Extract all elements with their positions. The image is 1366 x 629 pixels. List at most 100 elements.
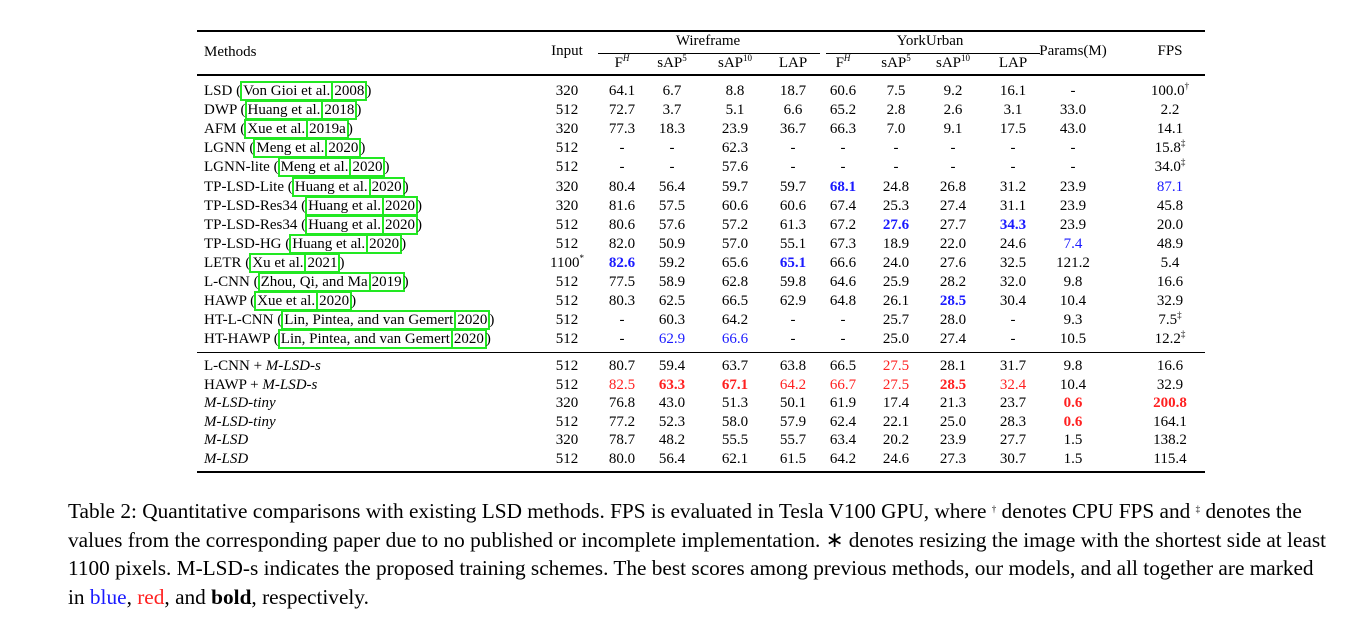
citation-author-link[interactable]: Lin, Pintea, and van Gemert: [277, 329, 453, 350]
citation-year-link[interactable]: 2020: [325, 138, 362, 159]
cell-value: 63.3: [658, 376, 686, 393]
table-cell: 14.1: [1157, 120, 1183, 138]
citation-year-link[interactable]: 2019a: [306, 119, 349, 140]
table-cell: 48.2: [659, 431, 685, 449]
table-cell: 23.9: [1060, 216, 1086, 234]
cell-value: 320: [555, 197, 579, 214]
method-name: HAWP (Xue et al. 2020): [204, 291, 357, 312]
cell-value: 2.2: [1160, 102, 1180, 119]
citation-year-link[interactable]: 2020: [450, 329, 487, 350]
citation-year-link[interactable]: 2020: [349, 157, 386, 178]
table-cell: 27.6: [883, 216, 909, 234]
cell-value: 9.3: [1063, 312, 1083, 329]
citation-year-link[interactable]: 2020: [316, 291, 353, 312]
subheader-sap: sAP10: [936, 54, 970, 72]
table-cell: 32.9: [1157, 376, 1183, 394]
table-cell: 22.1: [883, 413, 909, 431]
cell-value: 57.2: [721, 216, 749, 233]
table-cell: 65.6: [722, 254, 748, 272]
citation-year-link[interactable]: 2008: [331, 81, 368, 101]
cell-value: 32.0: [999, 274, 1027, 290]
cell-value: 68.1: [829, 178, 857, 195]
table-cell: 23.9: [940, 431, 966, 449]
cell-value: 80.0: [608, 451, 636, 467]
cell-value: -: [1070, 140, 1076, 157]
citation-year-link[interactable]: 2020: [366, 233, 403, 254]
table-cell: 34.0‡: [1155, 158, 1186, 176]
cell-value: 23.9: [1059, 178, 1087, 195]
citation-year-link[interactable]: 2018: [321, 100, 358, 121]
cell-value: 61.5: [779, 451, 807, 467]
cell-value: 28.5: [939, 376, 967, 393]
subheader-lap: LAP: [779, 55, 807, 72]
citation-author-link[interactable]: Huang et al.: [289, 233, 369, 254]
citation-year-link[interactable]: 2020: [368, 176, 405, 197]
citation-author-link[interactable]: Huang et al.: [305, 214, 384, 235]
cell-value: 34.0: [1154, 159, 1181, 176]
table-cell: 16.6: [1157, 357, 1183, 375]
citation-year-link[interactable]: 2020: [381, 214, 418, 235]
caption-text: denotes the values from the correspondin…: [68, 499, 1327, 609]
citation-year-link[interactable]: 2020: [454, 310, 491, 331]
cell-value: 7.0: [886, 121, 906, 138]
table-cell: 15.8‡: [1155, 139, 1186, 157]
citation-author-link[interactable]: Zhou, Qi, and Ma: [257, 272, 371, 292]
citation-author-link[interactable]: Xue et al.: [244, 119, 309, 140]
citation-author-link[interactable]: Huang et al.: [291, 176, 371, 197]
table-cell: 60.3: [659, 311, 685, 329]
cell-value: -: [1010, 140, 1016, 157]
cell-value: 66.5: [829, 358, 857, 374]
table-cell: 62.4: [830, 413, 856, 431]
citation-author-link[interactable]: Lin, Pintea, and van Gemert: [281, 310, 457, 331]
method-name: LETR (Xu et al. 2021): [204, 252, 345, 273]
citation-author-link[interactable]: Xu et al.: [249, 252, 307, 273]
subheader-sap: sAP10: [718, 54, 752, 72]
table-cell: 66.6: [722, 330, 748, 348]
table-cell: 67.3: [830, 235, 856, 253]
table-cell: 80.3: [609, 292, 635, 310]
table-cell: 0.6: [1064, 413, 1083, 431]
cell-value: 76.8: [608, 395, 636, 412]
table-cell: 2.2: [1161, 101, 1180, 119]
citation-author-link[interactable]: Meng et al.: [277, 157, 352, 178]
wireframe-cmidrule: [598, 53, 820, 54]
citation-year-link[interactable]: 2021: [304, 252, 341, 273]
table-cell: 121.2: [1056, 254, 1090, 272]
table-cell: 27.7: [940, 216, 966, 234]
citation-author-link[interactable]: Huang et al.: [244, 100, 324, 121]
table-cell: 17.5: [1000, 120, 1026, 138]
cell-value: 0.6: [1063, 395, 1083, 412]
table-cell: 63.4: [830, 431, 856, 449]
table-cell: 21.3: [940, 394, 966, 412]
table-cell: 77.3: [609, 120, 635, 138]
table-cell: 55.1: [780, 235, 806, 253]
cell-value: 28.0: [939, 312, 967, 329]
citation-author-link[interactable]: Meng et al.: [253, 138, 328, 159]
subheader-superscript: 5: [682, 53, 687, 63]
table-cell: 7.0: [887, 120, 906, 138]
cell-value: -: [840, 159, 846, 176]
cell-value: 17.5: [999, 121, 1027, 138]
cell-value: 14.1: [1156, 121, 1184, 138]
table-cell: 17.4: [883, 394, 909, 412]
method-name: M-LSD: [204, 450, 248, 468]
citation-year-link[interactable]: 2019: [368, 272, 405, 292]
cell-value: 512: [555, 159, 579, 176]
table-cell: 512: [556, 311, 579, 329]
cell-value: 64.6: [829, 274, 857, 290]
cell-value: -: [840, 140, 846, 157]
citation-author-link[interactable]: Von Gioi et al.: [240, 81, 334, 101]
citation-author-link[interactable]: Xue et al.: [254, 291, 319, 312]
table-cell: 55.7: [780, 431, 806, 449]
cell-value: 62.4: [829, 413, 857, 430]
cell-value: 32.4: [999, 376, 1027, 393]
caption-text: Table 2: Quantitative comparisons with e…: [68, 499, 992, 523]
table-cell: 48.9: [1157, 235, 1183, 253]
table-cell: 64.2: [780, 376, 806, 394]
table-cell: 320: [556, 82, 579, 100]
table-cell: 32.5: [1000, 254, 1026, 272]
method-label-italic: M-LSD-s: [265, 358, 321, 374]
citation-author-link[interactable]: Huang et al.: [305, 195, 384, 216]
table-cell: 10.5: [1060, 330, 1086, 348]
citation-year-link[interactable]: 2020: [381, 195, 418, 216]
